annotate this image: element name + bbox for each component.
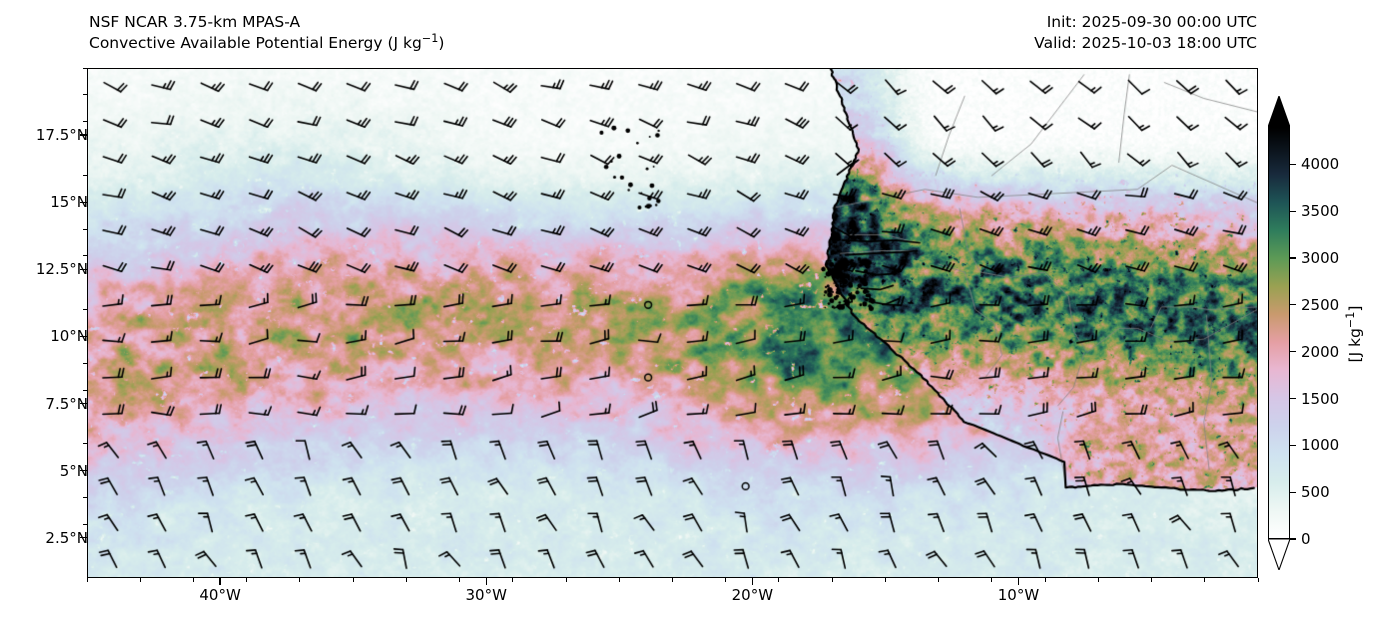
ytick-minor xyxy=(83,389,87,391)
xtick-minor xyxy=(1257,578,1259,582)
colorbar-gradient xyxy=(1269,128,1289,538)
colorbar-extend-bottom xyxy=(1267,538,1291,572)
ytick-label-75N: 7.5°N xyxy=(45,394,88,413)
xtick-minor xyxy=(938,578,940,582)
xtick-label-10W: 10°W xyxy=(997,586,1040,604)
colorbar-tick-mark xyxy=(1290,257,1296,259)
field-name-line: Convective Available Potential Energy (J… xyxy=(89,33,444,54)
xtick-minor xyxy=(86,578,88,582)
colorbar-tick-mark xyxy=(1290,304,1296,306)
ytick-mark xyxy=(80,268,87,270)
ytick-mark xyxy=(80,537,87,539)
cape-field-heatmap xyxy=(88,69,1257,577)
xtick-minor xyxy=(1204,578,1206,582)
colorbar-tick-mark xyxy=(1290,210,1296,212)
colorbar-tick-mark xyxy=(1290,351,1296,353)
ytick-minor xyxy=(83,255,87,257)
field-units-exponent: −1 xyxy=(421,31,439,45)
xtick-minor xyxy=(139,578,141,582)
colorbar-units-exponent: −1 xyxy=(1343,311,1357,329)
colorbar-tick-label-2000: 2000 xyxy=(1301,342,1340,361)
colorbar-tick-label-2500: 2500 xyxy=(1301,295,1340,314)
ytick-mark xyxy=(80,469,87,472)
xtick-minor xyxy=(884,578,886,582)
ytick-label-5N: 5°N xyxy=(59,461,88,480)
colorbar-units-tail: ] xyxy=(1346,305,1364,312)
xtick-minor xyxy=(192,578,194,582)
ytick-mark xyxy=(80,134,87,136)
ytick-minor xyxy=(83,228,87,230)
ytick-minor xyxy=(83,496,87,498)
colorbar-tick-label-0: 0 xyxy=(1301,530,1311,548)
colorbar-axis-label: [J kg−1] xyxy=(1343,305,1364,363)
colorbar-tick-label-500: 500 xyxy=(1301,483,1330,502)
ytick-label-125N: 12.5°N xyxy=(35,260,88,279)
colorbar-tick-mark xyxy=(1290,444,1296,446)
ytick-minor xyxy=(83,121,87,123)
ytick-mark xyxy=(80,335,87,338)
ytick-minor xyxy=(83,523,87,525)
xtick-minor xyxy=(1151,578,1153,582)
colorbar-tick-mark xyxy=(1290,538,1296,540)
colorbar-tick-label-1500: 1500 xyxy=(1301,389,1340,408)
ytick-minor xyxy=(83,362,87,364)
ytick-mark xyxy=(80,402,87,405)
xtick-minor xyxy=(618,578,620,582)
xtick-minor xyxy=(299,578,301,582)
colorbar-tick-mark xyxy=(1290,163,1296,166)
colorbar-tick-label-3500: 3500 xyxy=(1301,202,1340,221)
figure-title-right: Init: 2025-09-30 00:00 UTC Valid: 2025-1… xyxy=(1034,12,1257,54)
xtick-minor xyxy=(352,578,354,582)
ytick-label-25N: 2.5°N xyxy=(45,528,88,547)
ytick-minor xyxy=(83,94,87,96)
xtick-minor xyxy=(459,578,461,582)
xtick-label-30W: 30°W xyxy=(465,586,507,604)
colorbar-gradient-body xyxy=(1268,127,1290,539)
xtick-minor xyxy=(725,578,727,582)
xtick-mark xyxy=(1017,578,1020,585)
ytick-minor xyxy=(83,309,87,311)
xtick-minor xyxy=(1044,578,1046,582)
xtick-minor xyxy=(565,578,567,582)
ytick-label-10N: 10°N xyxy=(50,327,88,346)
xtick-label-20W: 20°W xyxy=(731,586,774,604)
colorbar-units-text: [J kg xyxy=(1346,328,1364,363)
xtick-minor xyxy=(991,578,993,582)
field-name-tail: ) xyxy=(438,34,445,52)
valid-time-label: Valid: 2025-10-03 18:00 UTC xyxy=(1034,34,1257,52)
xtick-mark xyxy=(751,578,753,585)
xtick-minor xyxy=(778,578,780,582)
xtick-minor xyxy=(512,578,514,582)
ytick-label-175N: 17.5°N xyxy=(35,126,88,145)
colorbar-tick-mark xyxy=(1290,397,1296,400)
ytick-minor xyxy=(83,174,87,176)
colorbar xyxy=(1267,94,1291,572)
field-name-text: Convective Available Potential Energy (J… xyxy=(89,34,422,52)
colorbar-tick-label-4000: 4000 xyxy=(1301,155,1340,174)
ytick-minor xyxy=(83,67,87,69)
colorbar-tick-label-1000: 1000 xyxy=(1301,436,1340,455)
xtick-minor xyxy=(246,578,248,582)
colorbar-tick-mark xyxy=(1290,491,1296,493)
model-name-line: NSF NCAR 3.75-km MPAS-A xyxy=(89,13,301,31)
ytick-label-15N: 15°N xyxy=(50,193,88,212)
xtick-mark xyxy=(485,578,487,585)
xtick-label-40W: 40°W xyxy=(199,586,241,604)
xtick-minor xyxy=(1097,578,1099,582)
xtick-minor xyxy=(405,578,407,582)
ytick-minor xyxy=(83,443,87,445)
figure-title-left: NSF NCAR 3.75-km MPAS-A Convective Avail… xyxy=(89,12,444,54)
colorbar-tick-label-3000: 3000 xyxy=(1301,249,1340,268)
xtick-minor xyxy=(831,578,833,582)
init-time-label: Init: 2025-09-30 00:00 UTC xyxy=(1046,13,1257,31)
colorbar-extend-top xyxy=(1267,94,1291,128)
ytick-mark xyxy=(80,201,87,203)
map-plot-area xyxy=(87,68,1258,578)
xtick-mark xyxy=(219,578,221,585)
xtick-minor xyxy=(672,578,673,582)
